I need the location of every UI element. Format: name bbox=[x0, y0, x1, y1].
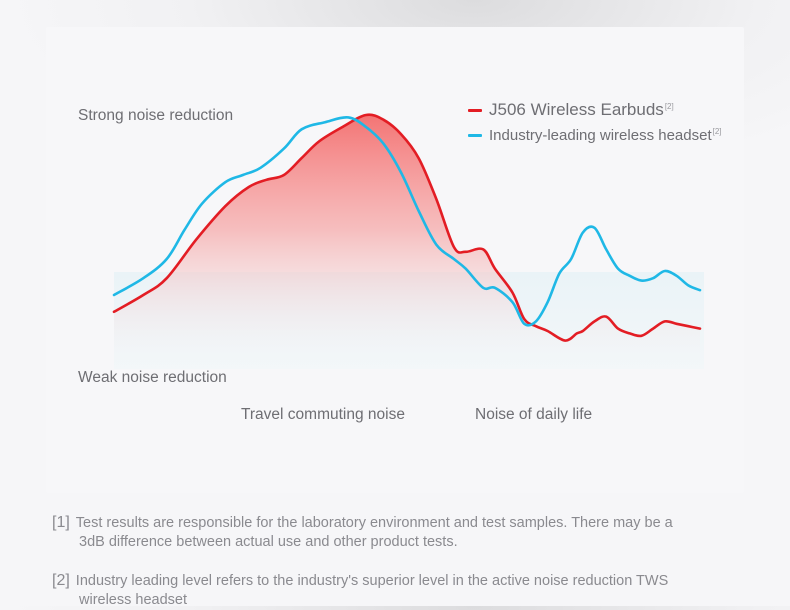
legend-item-earbuds: J506 Wireless Earbuds [2] bbox=[468, 100, 674, 120]
x-category-travel: Travel commuting noise bbox=[241, 406, 405, 423]
series-line-headset bbox=[112, 115, 702, 327]
footnote-text-line2: wireless headset bbox=[79, 592, 187, 608]
footnote-marker: [1] bbox=[52, 514, 70, 531]
legend-label-headset: Industry-leading wireless headset bbox=[489, 127, 712, 144]
x-category-daily: Noise of daily life bbox=[475, 406, 593, 423]
footnote-2: [2] Industry leading level refers to the … bbox=[52, 571, 752, 610]
footnote-text-line2: 3dB difference between actual use and ot… bbox=[79, 534, 458, 550]
legend-note-ref-earbuds: [2] bbox=[664, 101, 674, 111]
series-area-0 bbox=[114, 114, 700, 369]
legend-note-ref-headset: [2] bbox=[712, 127, 722, 136]
footnote-text-line1: Industry leading level refers to the ind… bbox=[75, 573, 669, 589]
legend-label-earbuds: J506 Wireless Earbuds bbox=[489, 100, 664, 119]
footnote-1: [1] Test results are responsible for the … bbox=[52, 513, 752, 552]
legend-item-headset: Industry-leading wireless headset [2] bbox=[468, 127, 722, 144]
y-axis-high-label: Strong noise reduction bbox=[78, 107, 234, 124]
y-axis-low-label: Weak noise reduction bbox=[78, 369, 227, 386]
series-line-earbuds bbox=[112, 113, 702, 342]
legend-swatch-headset bbox=[468, 134, 482, 137]
footnote-text-line1: Test results are responsible for the lab… bbox=[75, 515, 673, 531]
footnote-marker: [2] bbox=[52, 572, 70, 589]
legend-swatch-earbuds bbox=[468, 108, 482, 112]
